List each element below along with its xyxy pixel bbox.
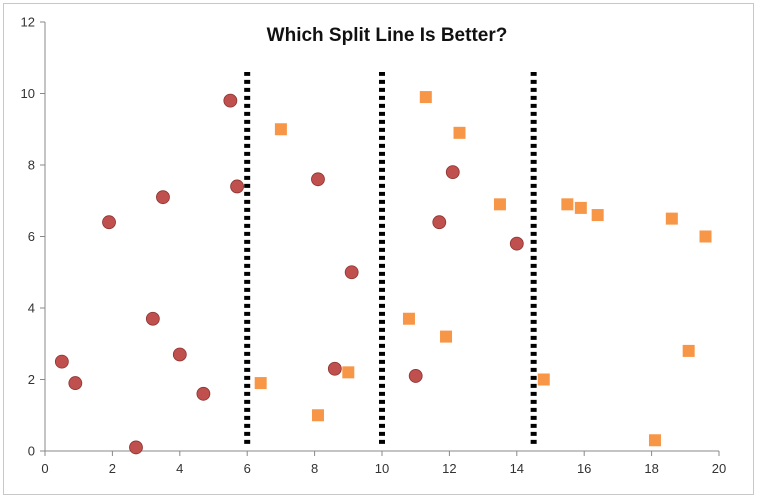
y-tick-label: 6	[28, 229, 35, 244]
square-point	[254, 377, 267, 390]
x-tick-label: 4	[176, 461, 183, 476]
x-tick-label: 12	[442, 461, 456, 476]
circle-point	[172, 347, 187, 362]
y-tick-label: 8	[28, 158, 35, 173]
y-axis-ticks: 0 2 4 6 8 10 12	[21, 15, 45, 459]
y-tick-label: 4	[28, 301, 35, 316]
square-point	[440, 330, 453, 343]
y-tick-label: 10	[21, 86, 35, 101]
split-lines	[244, 72, 537, 444]
x-tick-label: 16	[577, 461, 591, 476]
circle-point	[408, 369, 423, 383]
x-tick-label: 8	[311, 461, 318, 476]
x-tick-label: 0	[41, 461, 48, 476]
y-tick-label: 0	[28, 444, 35, 459]
x-tick-label: 18	[644, 461, 658, 476]
circle-point	[129, 440, 143, 455]
y-tick-label: 12	[21, 15, 35, 30]
square-point	[493, 198, 506, 211]
x-tick-label: 6	[244, 461, 251, 476]
x-axis-ticks: 0 2 4 6 8 10 12 14 16 18 20	[41, 451, 726, 476]
square-point	[699, 230, 712, 243]
circle-point	[145, 311, 160, 326]
circle-point	[223, 93, 238, 108]
square-point	[574, 201, 587, 214]
circle-point	[509, 236, 524, 251]
x-tick-label: 2	[109, 461, 116, 476]
square-point	[402, 312, 415, 325]
square-point	[537, 373, 550, 386]
circle-point	[68, 376, 83, 390]
chart-title: Which Split Line Is Better?	[267, 25, 508, 46]
square-point	[311, 409, 324, 422]
circle-point	[54, 354, 69, 369]
square-point	[342, 366, 355, 379]
square-point	[453, 126, 466, 139]
circle-point	[311, 172, 325, 187]
y-tick-label: 2	[28, 372, 35, 387]
square-point	[561, 198, 574, 211]
circle-point	[344, 265, 359, 280]
x-tick-label: 10	[375, 461, 389, 476]
circle-point	[196, 386, 211, 401]
circle-point	[445, 165, 460, 180]
data-points	[54, 91, 712, 455]
circle-point	[432, 215, 447, 230]
x-tick-label: 20	[712, 461, 726, 476]
square-point	[274, 123, 287, 136]
square-point	[665, 212, 678, 225]
square-point	[419, 91, 432, 104]
circle-point	[230, 179, 244, 194]
chart-frame	[3, 3, 754, 495]
circle-point	[327, 361, 342, 376]
square-point	[682, 344, 695, 357]
circle-point	[102, 215, 116, 230]
circle-point	[156, 190, 170, 205]
square-point	[648, 434, 661, 447]
square-point	[591, 209, 604, 222]
x-tick-label: 14	[510, 461, 524, 476]
